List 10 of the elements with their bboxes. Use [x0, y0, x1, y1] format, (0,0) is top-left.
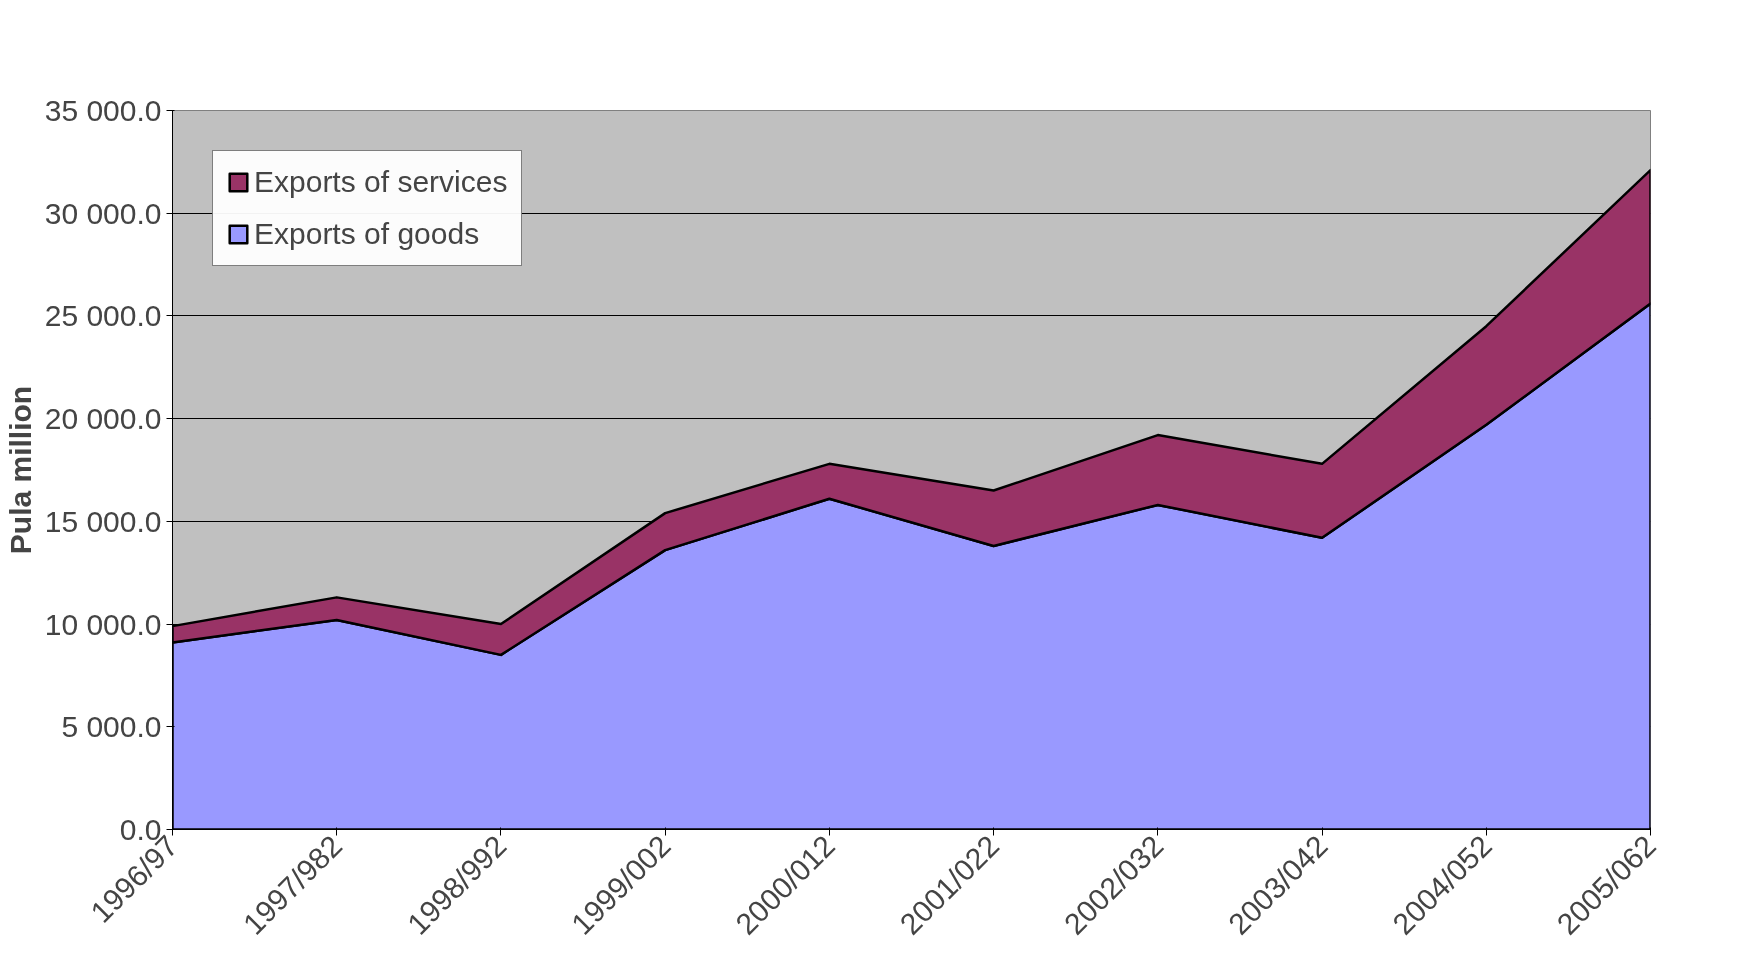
y-tick-label: 15 000.0: [44, 504, 162, 538]
y-tick-label: 20 000.0: [44, 402, 162, 436]
y-tick-label: 10 000.0: [44, 607, 162, 641]
legend-label: Exports of goods: [254, 217, 480, 251]
y-tick-label: 35 000.0: [44, 94, 162, 127]
y-tick-label: 30 000.0: [44, 196, 162, 230]
legend-label: Exports of services: [254, 165, 508, 199]
y-tick-label: 25 000.0: [44, 299, 162, 333]
y-axis-title: Pula million: [3, 385, 37, 555]
y-tick-label: 5 000.0: [61, 710, 162, 744]
